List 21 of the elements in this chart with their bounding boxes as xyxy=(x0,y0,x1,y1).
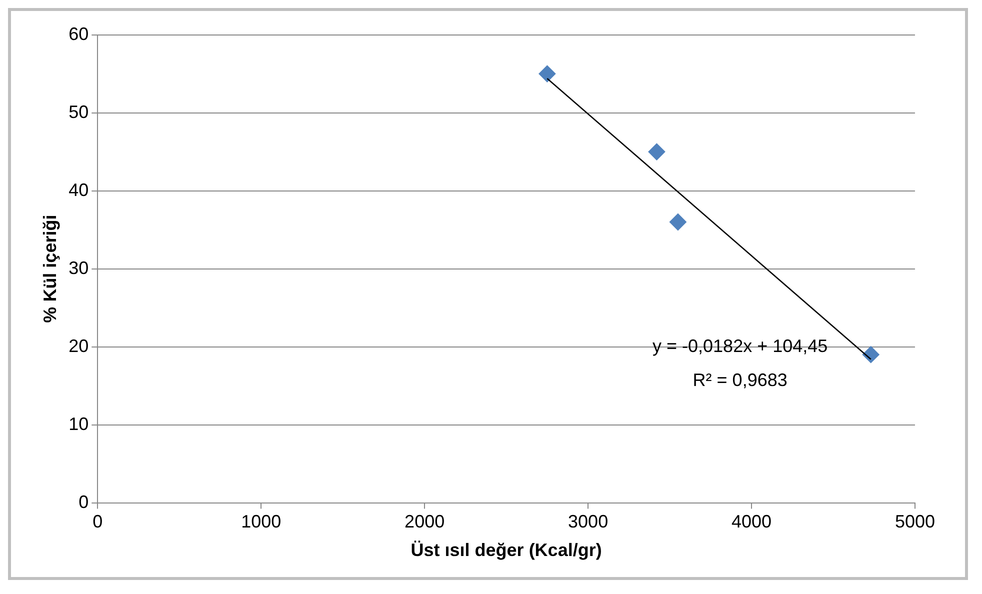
x-tick-label: 2000 xyxy=(404,512,445,532)
x-tick-label: 4000 xyxy=(732,512,772,532)
point xyxy=(648,143,666,160)
point xyxy=(538,65,556,82)
y-tick-label: 30 xyxy=(68,258,89,278)
y-tick-label: 50 xyxy=(68,102,89,122)
annotation: y = -0,0182x + 104,45 xyxy=(652,336,828,356)
y-tick-label: 40 xyxy=(68,180,89,200)
x-tick-label: 0 xyxy=(92,512,103,532)
y-axis-title: % Kül içeriği xyxy=(40,214,60,323)
y-tick-label: 60 xyxy=(68,24,89,44)
y-tick-label: 20 xyxy=(68,336,89,356)
point xyxy=(669,214,686,230)
annotation: R² = 0,9683 xyxy=(692,370,788,390)
y-tick-label: 0 xyxy=(78,492,89,512)
x-tick-label: 3000 xyxy=(568,512,608,532)
y-tick-label: 10 xyxy=(68,414,89,434)
x-tick-label: 5000 xyxy=(894,512,936,532)
point xyxy=(862,346,880,364)
x-axis-title: Üst ısıl değer (Kcal/gr) xyxy=(410,540,602,560)
x-tick-label: 1000 xyxy=(241,512,282,532)
